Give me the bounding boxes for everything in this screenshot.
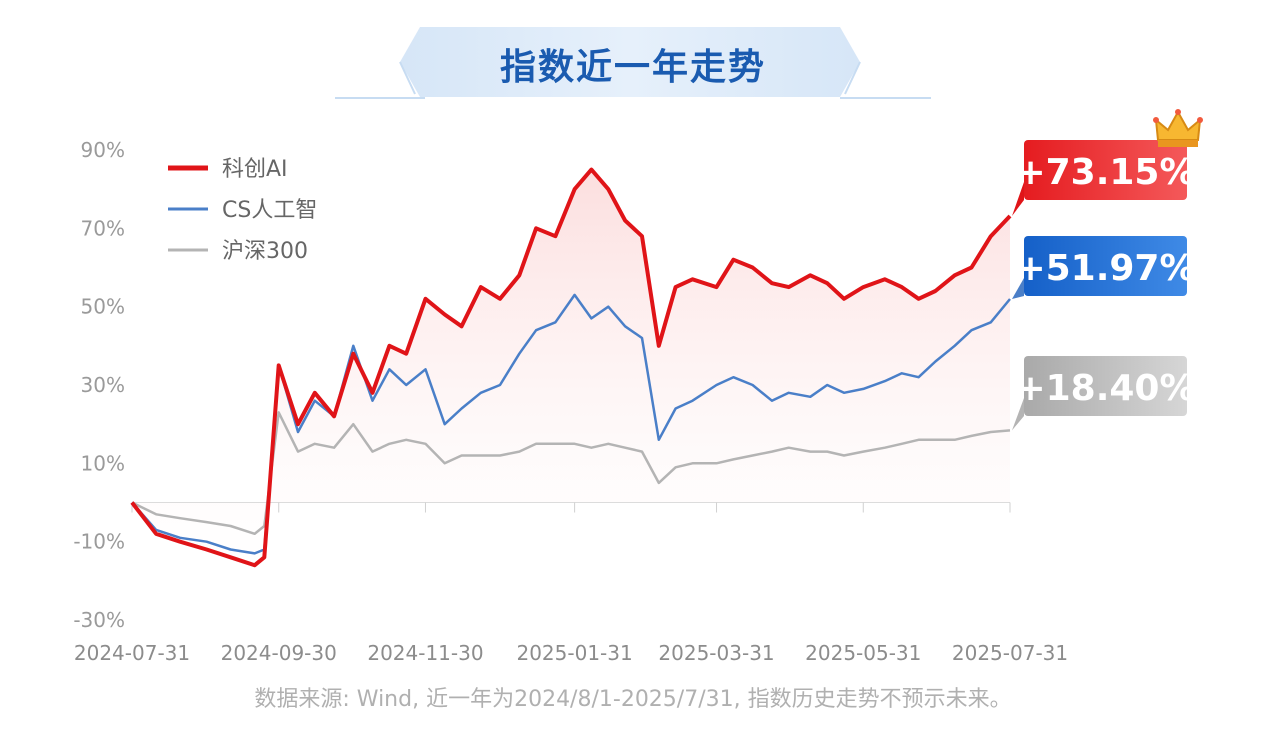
x-axis: 2024-07-31 2024-09-30 2024-11-30 2025-01-31… [74, 641, 1068, 665]
y-tick-label: 10% [81, 451, 125, 475]
x-tick-label: 2025-07-31 [952, 641, 1068, 665]
y-tick-label: 30% [81, 373, 125, 397]
series-line-0 [130, 167, 1012, 568]
badge-box-1 [1024, 236, 1187, 296]
final-value-badges: +73.15% +51.97% +18.40% [1012, 140, 1196, 431]
series-line-1 [131, 293, 1011, 555]
chart-title: 指数近一年走势 [499, 47, 766, 88]
legend-label-1: CS人工智 [222, 198, 317, 223]
y-tick-label: -10% [73, 530, 125, 554]
badge-value-1: +51.97% [1015, 248, 1195, 289]
gridlines [131, 502, 1011, 513]
legend-label-2: 沪深300 [222, 239, 308, 264]
series-line-2 [131, 411, 1011, 536]
x-tick-label: 2025-03-31 [658, 641, 774, 665]
badge-box-2 [1024, 356, 1187, 416]
badge-value-2: +18.40% [1015, 368, 1195, 409]
badge-pointer-1 [1012, 278, 1024, 299]
badge-value-0: +73.15% [1015, 152, 1195, 193]
y-axis: 90% 70% 50% 30% 10% -10% -30% [73, 138, 125, 632]
area-fill [132, 169, 1010, 566]
title-banner [335, 27, 931, 99]
x-tick-label: 2024-11-30 [367, 641, 483, 665]
y-tick-label: 90% [81, 138, 125, 162]
legend-label-0: 科创AI [222, 157, 288, 182]
badge-box-0 [1024, 140, 1187, 200]
x-tick-label: 2024-07-31 [74, 641, 190, 665]
crown-icon [1153, 109, 1203, 147]
area-fill-path [132, 169, 1010, 566]
x-tick-label: 2025-01-31 [516, 641, 632, 665]
x-tick-label: 2024-09-30 [221, 641, 337, 665]
y-tick-label: -30% [73, 608, 125, 632]
source-note: 数据来源: Wind, 近一年为2024/8/1-2025/7/31, 指数历史… [254, 687, 1012, 712]
badge-pointer-0 [1012, 182, 1024, 216]
series-lines [130, 167, 1012, 568]
y-tick-label: 50% [81, 295, 125, 319]
x-tick-label: 2025-05-31 [805, 641, 921, 665]
y-tick-label: 70% [81, 216, 125, 240]
badge-pointer-2 [1012, 398, 1024, 431]
